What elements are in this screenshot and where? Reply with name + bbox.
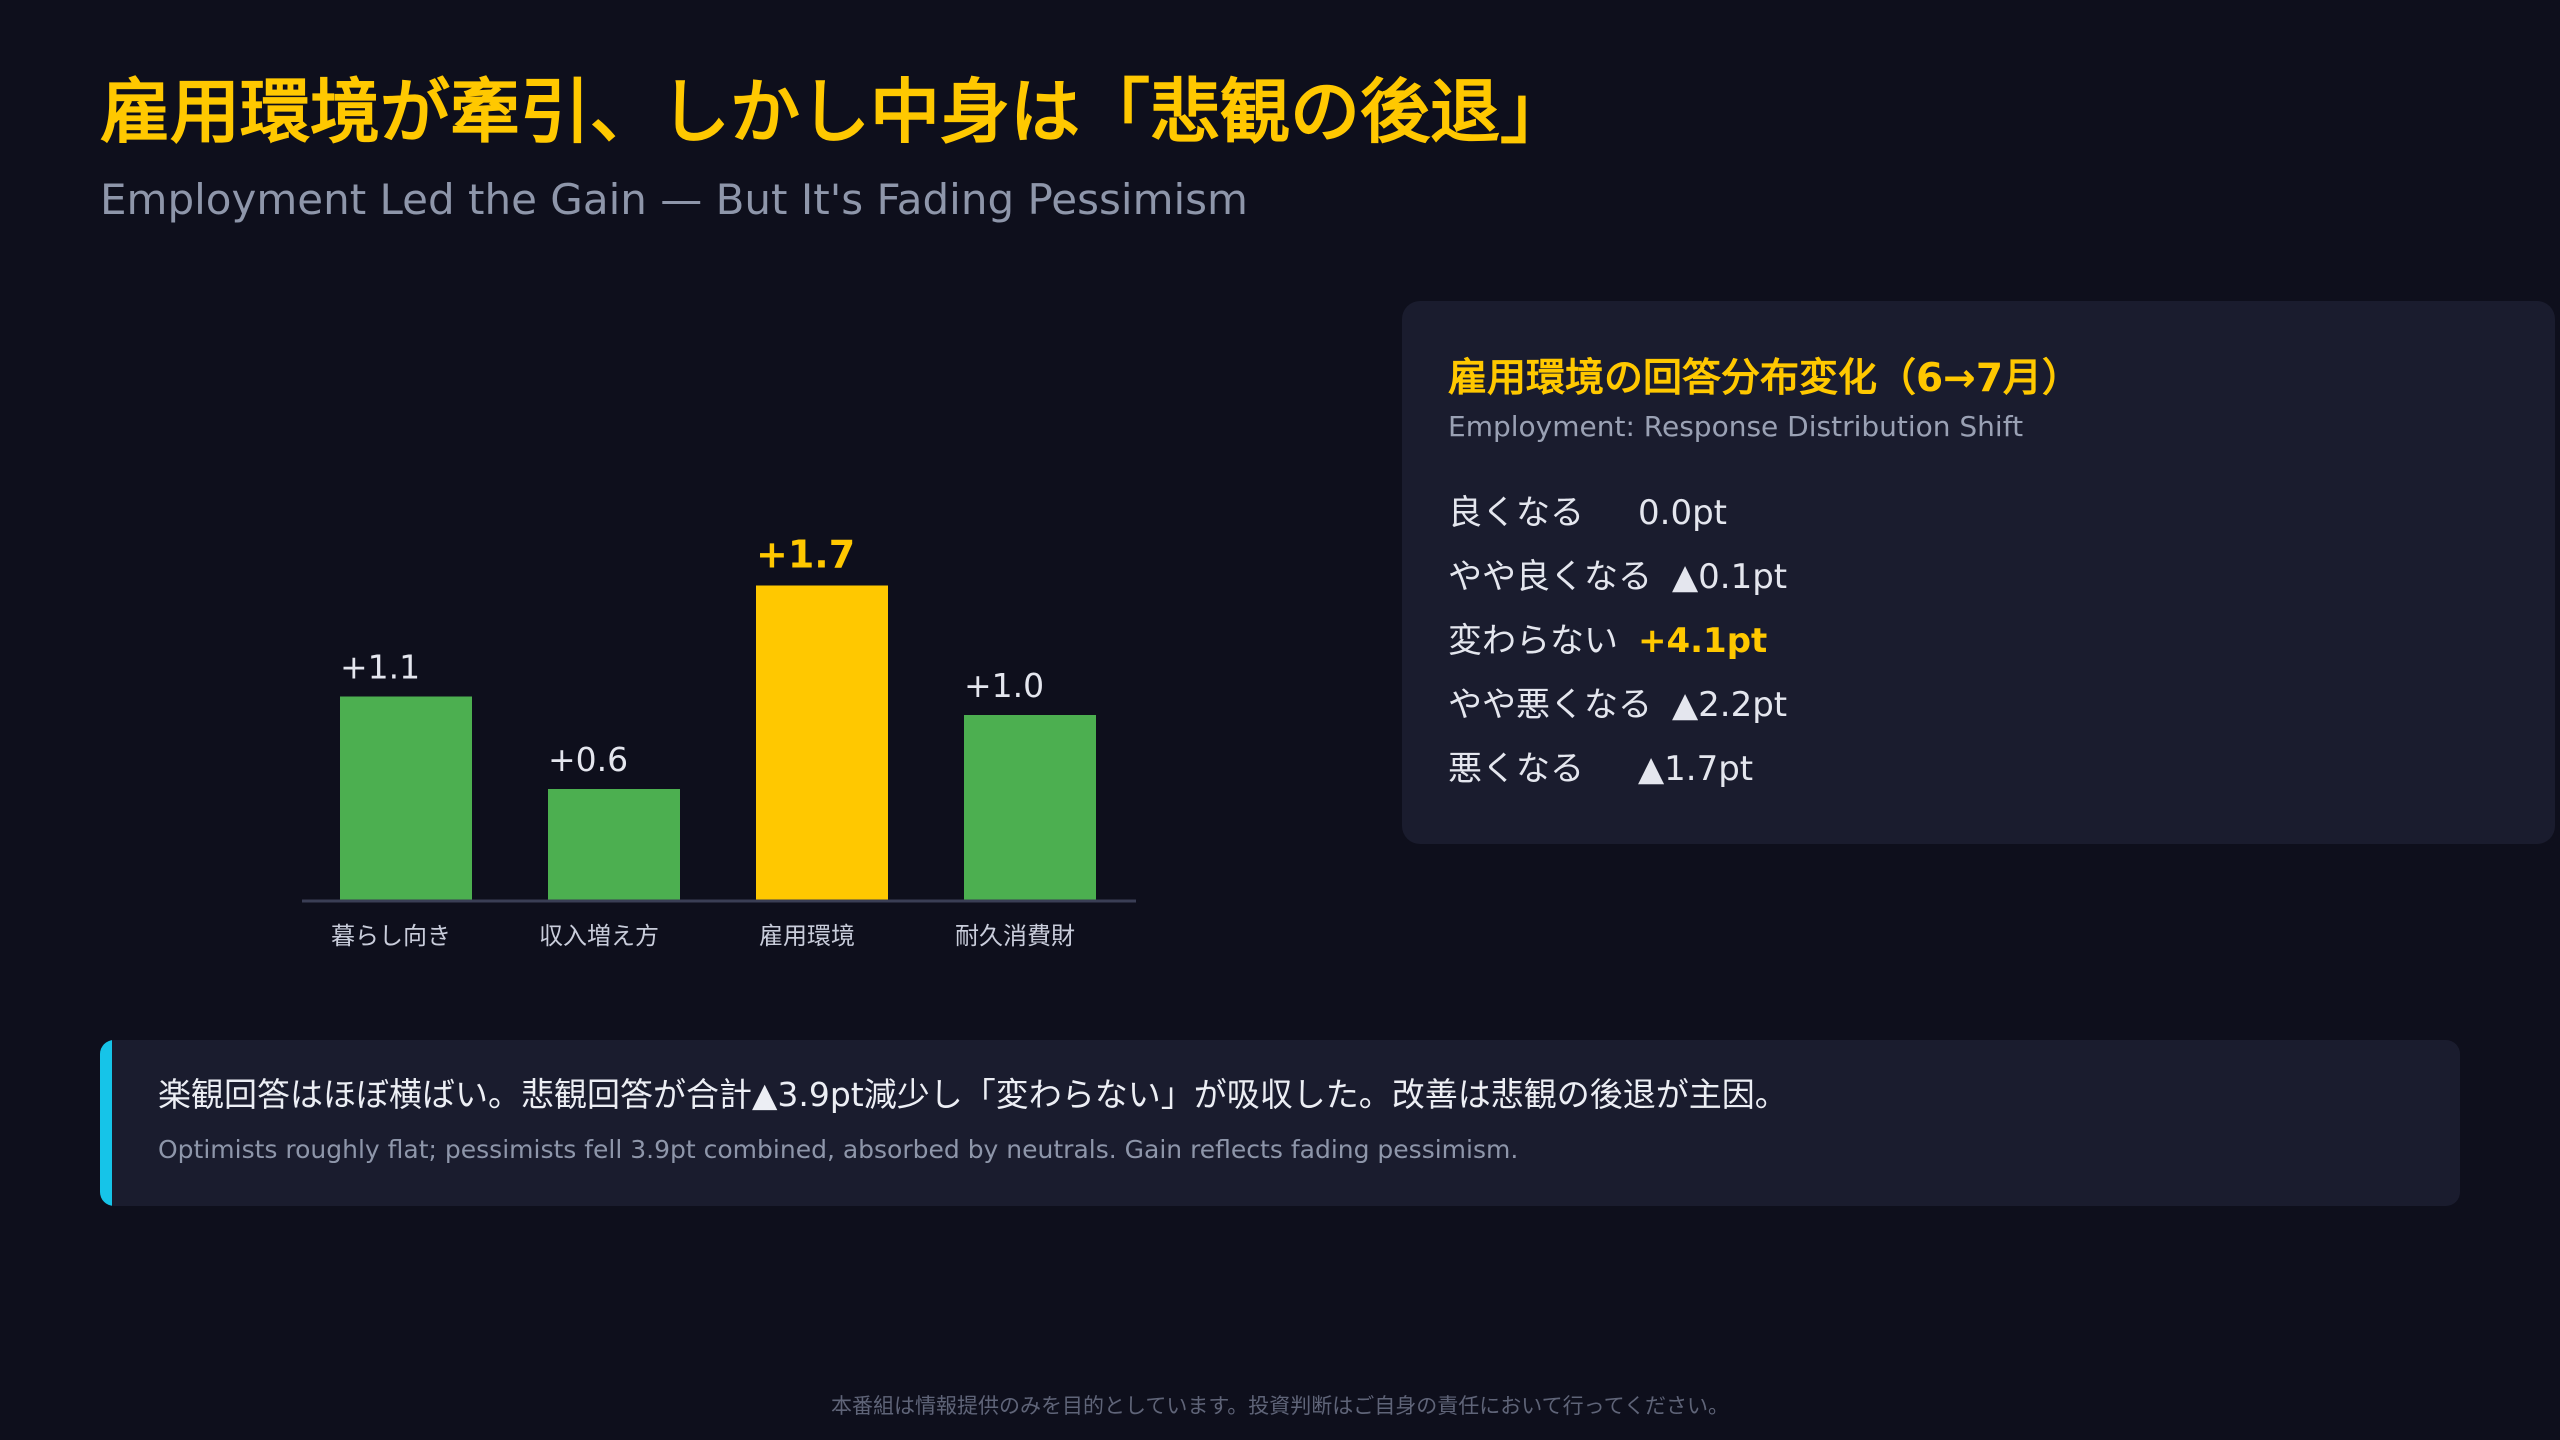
bar-chart: +1.1 暮らし向き +0.6 収入増え方 +1.7 雇用環境 +1.0 耐久消費財: [280, 490, 1160, 970]
distribution-value: ▲1.7pt: [1638, 749, 1754, 789]
distribution-label: 悪くなる: [1448, 749, 1584, 789]
bar-chart-svg: +1.1 暮らし向き +0.6 収入増え方 +1.7 雇用環境 +1.0 耐久消費財: [302, 533, 1136, 950]
bar-value-label: +1.7: [756, 533, 855, 577]
bar-value-label: +1.1: [340, 648, 420, 687]
distribution-value: ▲0.1pt: [1672, 557, 1788, 597]
callout-text-en: Optimists roughly flat; pessimists fell …: [158, 1135, 1519, 1164]
distribution-label: やや悪くなる: [1448, 685, 1652, 725]
distribution-title: 雇用環境の回答分布変化（6→7月）: [1448, 356, 2081, 401]
bar-value-label: +1.0: [964, 666, 1044, 705]
bar: [548, 789, 680, 900]
callout-text-ja: 楽観回答はほぼ横ばい。悲観回答が合計▲3.9pt減少し「変わらない」が吸収した。…: [158, 1075, 1788, 1114]
bar-value-label: +0.6: [548, 740, 628, 779]
distribution-value: +4.1pt: [1638, 621, 1768, 661]
bar: [340, 696, 472, 900]
distribution-value: ▲2.2pt: [1672, 685, 1788, 725]
distribution-label: 変わらない: [1448, 621, 1618, 661]
distribution-value: 0.0pt: [1638, 493, 1727, 533]
page-title: 雇用環境が牽引、しかし中身は「悲観の後退」: [100, 71, 1570, 153]
x-tick-label: 雇用環境: [759, 922, 855, 950]
distribution-subtitle: Employment: Response Distribution Shift: [1448, 410, 2024, 443]
x-tick-label: 耐久消費財: [955, 922, 1075, 950]
callout-accent-bar: [100, 1040, 112, 1206]
bar: [964, 715, 1096, 900]
distribution-label: 良くなる: [1448, 493, 1584, 533]
insight-callout: 楽観回答はほぼ横ばい。悲観回答が合計▲3.9pt減少し「変わらない」が吸収した。…: [100, 1040, 2460, 1206]
bar: [756, 585, 888, 900]
x-tick-label: 暮らし向き: [331, 922, 451, 950]
x-tick-label: 収入増え方: [539, 922, 659, 950]
disclaimer: 本番組は情報提供のみを目的としています。投資判断はご自身の責任において行ってくだ…: [831, 1394, 1729, 1418]
distribution-card: 雇用環境の回答分布変化（6→7月） Employment: Response D…: [1402, 301, 2555, 844]
distribution-label: やや良くなる: [1448, 557, 1652, 597]
page-subtitle: Employment Led the Gain — But It's Fadin…: [100, 175, 1248, 224]
